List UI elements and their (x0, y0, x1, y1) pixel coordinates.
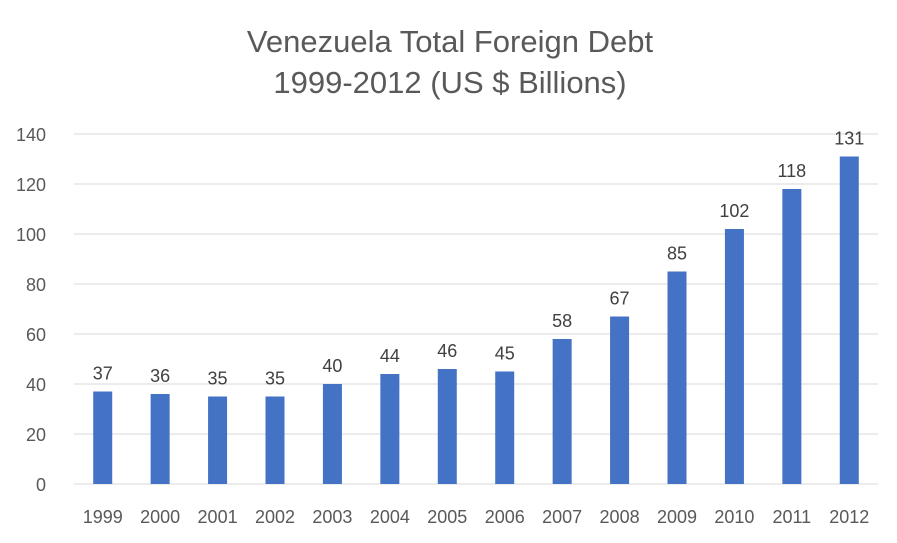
x-tick-label: 2006 (485, 507, 525, 527)
x-axis-ticks: 1999 2000 2001 2002 2003 2004 2005 2006 2007 2008… (83, 507, 870, 527)
data-label: 36 (150, 366, 170, 386)
y-tick-label: 80 (26, 275, 46, 295)
bar-2004 (380, 374, 400, 484)
data-labels: 37 36 35 35 40 44 46 45 58 67 85 102 118 131 (93, 129, 865, 389)
y-tick-label: 40 (26, 375, 46, 395)
bar-2001 (208, 396, 228, 484)
x-tick-label: 2000 (140, 507, 180, 527)
bars (93, 156, 859, 484)
bar-2005 (437, 369, 457, 484)
y-tick-label: 140 (16, 125, 46, 145)
x-tick-label: 2012 (829, 507, 869, 527)
x-tick-label: 2009 (657, 507, 697, 527)
y-tick-label: 20 (26, 425, 46, 445)
bar-2011 (782, 189, 802, 484)
data-label: 46 (437, 341, 457, 361)
data-label: 58 (552, 311, 572, 331)
bar-1999 (93, 391, 113, 484)
data-label: 37 (93, 364, 113, 384)
x-tick-label: 2001 (198, 507, 238, 527)
data-label: 67 (610, 289, 630, 309)
y-axis-ticks: 0 20 40 60 80 100 120 140 (16, 125, 46, 495)
x-tick-label: 2010 (714, 507, 754, 527)
x-tick-label: 2003 (312, 507, 352, 527)
bar-2008 (610, 316, 630, 484)
bar-2009 (667, 271, 687, 484)
bar-2012 (839, 156, 859, 484)
gridlines (74, 133, 878, 485)
x-tick-label: 2002 (255, 507, 295, 527)
x-tick-label: 2008 (600, 507, 640, 527)
x-tick-label: 2011 (772, 507, 811, 527)
x-tick-label: 2005 (427, 507, 467, 527)
bar-2002 (265, 396, 285, 484)
y-tick-label: 60 (26, 325, 46, 345)
data-label: 35 (208, 369, 228, 389)
data-label: 118 (778, 161, 807, 181)
bar-2010 (724, 229, 744, 484)
bar-2003 (322, 384, 342, 484)
chart-title-line-1: Venezuela Total Foreign Debt (247, 24, 654, 59)
data-label: 85 (667, 244, 687, 264)
chart-title-line-2: 1999-2012 (US $ Billions) (273, 65, 626, 100)
bar-2007 (552, 339, 572, 484)
y-tick-label: 0 (36, 475, 46, 495)
data-label: 35 (265, 369, 285, 389)
data-label: 131 (834, 129, 864, 149)
data-label: 102 (719, 201, 749, 221)
x-tick-label: 1999 (83, 507, 123, 527)
x-tick-label: 2004 (370, 507, 410, 527)
x-tick-label: 2007 (542, 507, 582, 527)
bar-2006 (495, 371, 515, 484)
y-tick-label: 120 (16, 175, 46, 195)
data-label: 45 (495, 344, 515, 364)
data-label: 44 (380, 346, 400, 366)
y-tick-label: 100 (16, 225, 46, 245)
data-label: 40 (322, 356, 342, 376)
bar-2000 (150, 394, 170, 484)
